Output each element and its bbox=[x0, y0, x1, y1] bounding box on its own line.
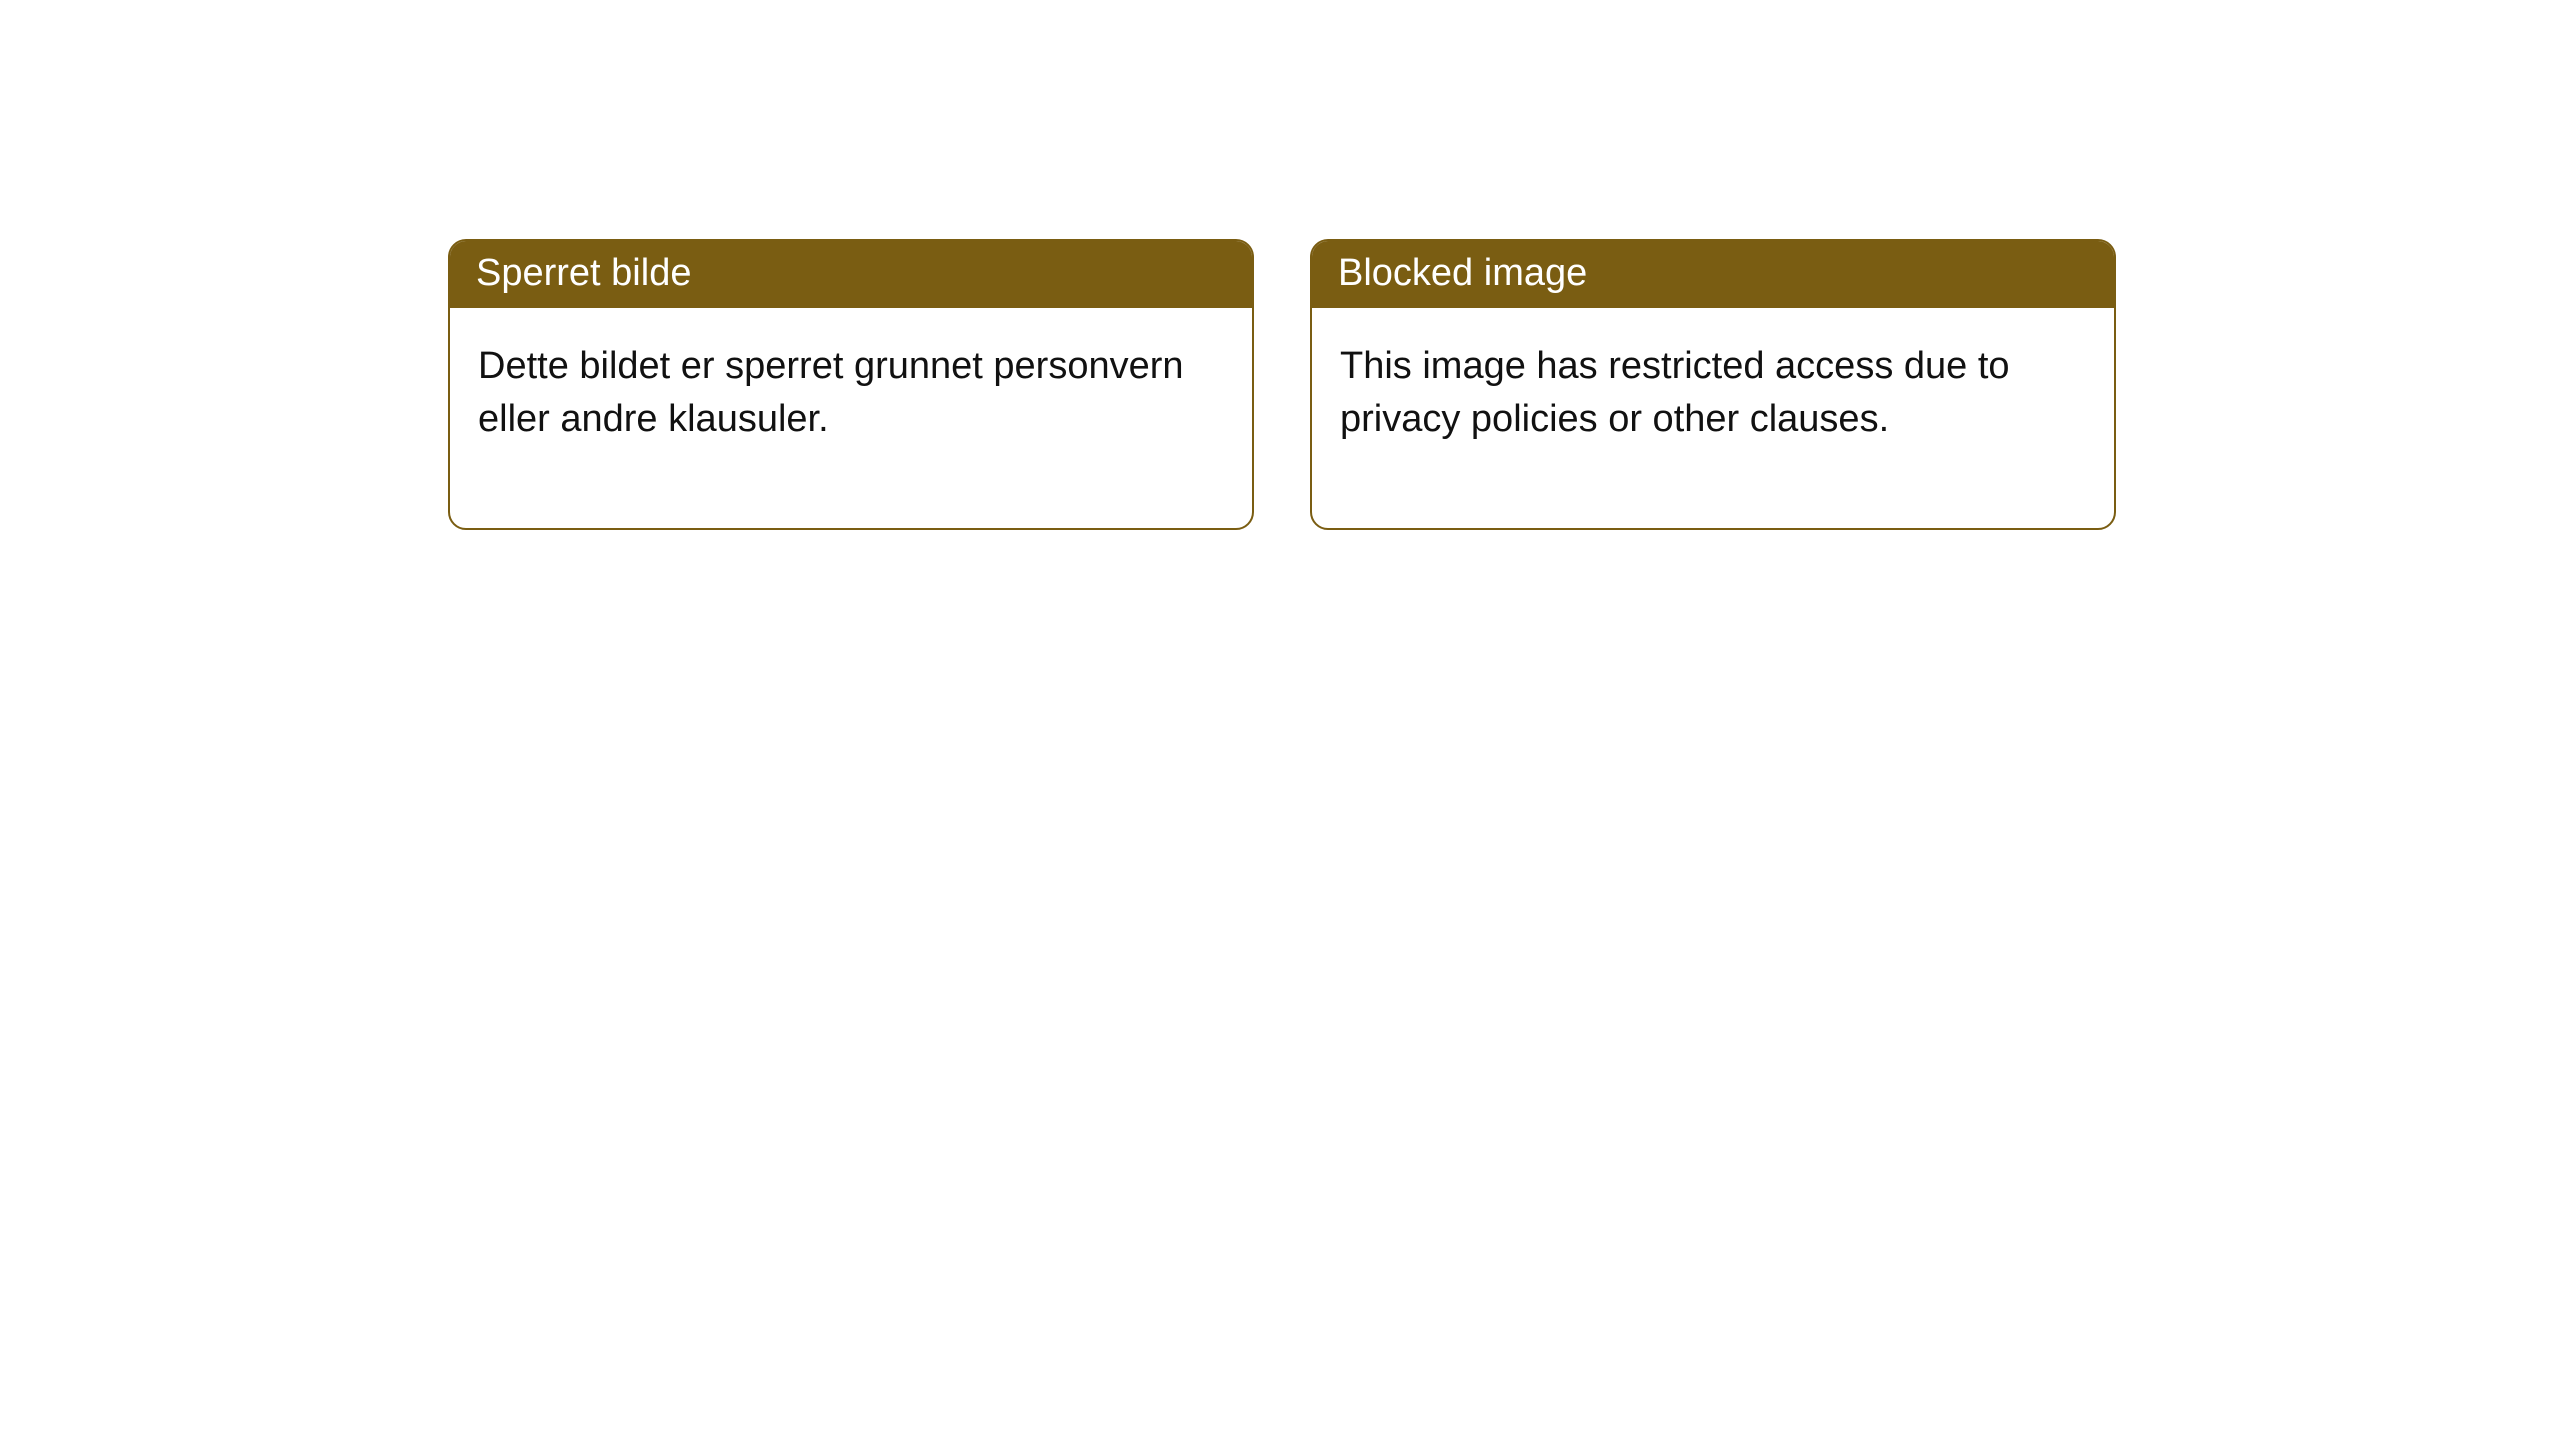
notice-header: Sperret bilde bbox=[450, 241, 1252, 308]
notice-body: This image has restricted access due to … bbox=[1312, 308, 2114, 528]
notice-body: Dette bildet er sperret grunnet personve… bbox=[450, 308, 1252, 528]
notice-header: Blocked image bbox=[1312, 241, 2114, 308]
notice-card-norwegian: Sperret bilde Dette bildet er sperret gr… bbox=[448, 239, 1254, 530]
notice-container: Sperret bilde Dette bildet er sperret gr… bbox=[448, 239, 2116, 530]
notice-card-english: Blocked image This image has restricted … bbox=[1310, 239, 2116, 530]
